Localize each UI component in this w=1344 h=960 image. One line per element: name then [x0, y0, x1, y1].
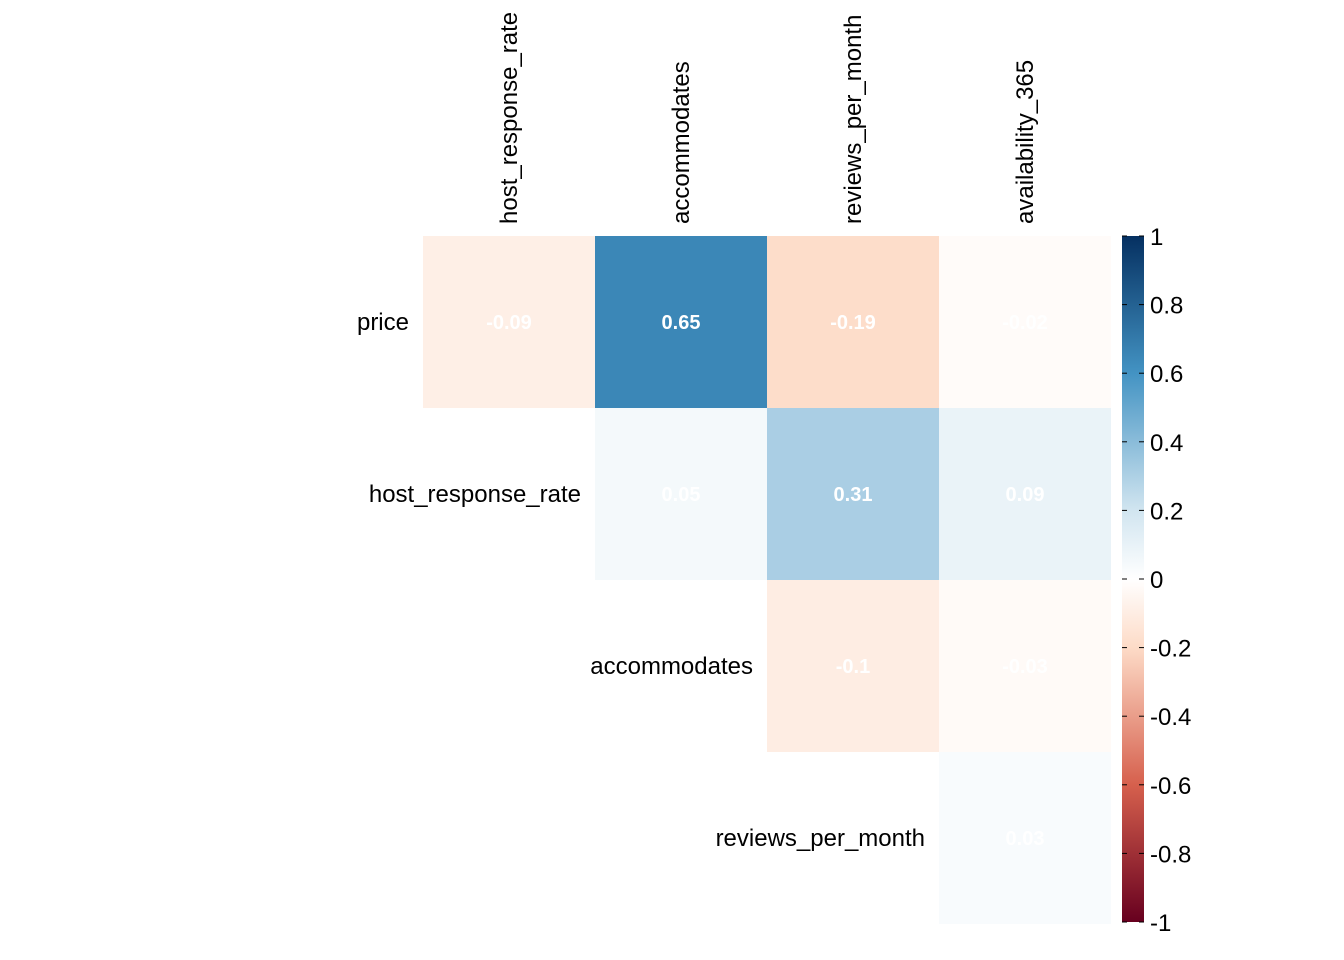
colorbar-tick-label: 0.8 — [1150, 293, 1183, 320]
row-label: host_response_rate — [369, 481, 581, 508]
colorbar-tick-label: -0.4 — [1150, 704, 1191, 731]
colorbar-tick-label: 0.6 — [1150, 361, 1183, 388]
cell-value-label: 0.31 — [834, 484, 873, 506]
heatmap-cell — [767, 408, 939, 580]
heatmap-cells: -0.09 0.65 -0.19 -0.02 0.05 0.31 0.09 -0.1 -0.03… — [423, 236, 1111, 924]
heatmap-cell — [767, 580, 939, 752]
colorbar-tick-label: -0.2 — [1150, 636, 1191, 663]
column-label: availability_365 — [1012, 60, 1039, 224]
row-labels: price host_response_rate accommodates revie… — [357, 309, 925, 852]
row-label: accommodates — [590, 653, 753, 680]
heatmap-cell — [767, 236, 939, 408]
colorbar-tick-label: -1 — [1150, 910, 1171, 937]
colorbar-tick-label: -0.8 — [1150, 841, 1191, 868]
colorbar-tick-label: 0.4 — [1150, 430, 1183, 457]
cell-value-label: -0.02 — [1002, 312, 1048, 334]
column-label: host_response_rate — [496, 12, 523, 224]
cell-value-label: -0.19 — [830, 312, 876, 334]
column-labels: host_response_rate accommodates reviews_pe… — [496, 12, 1039, 224]
heatmap-cell — [595, 408, 767, 580]
colorbar-tick-label: -0.6 — [1150, 773, 1191, 800]
cell-value-label: -0.09 — [486, 312, 532, 334]
heatmap-cell — [939, 752, 1111, 924]
row-label: price — [357, 309, 409, 336]
cell-value-label: 0.09 — [1006, 484, 1045, 506]
row-label: reviews_per_month — [716, 825, 925, 852]
colorbar-gradient — [1122, 236, 1144, 922]
column-label: reviews_per_month — [840, 15, 867, 224]
heatmap-cell — [939, 580, 1111, 752]
colorbar: 1 0.8 0.6 0.4 0.2 0 -0.2 -0.4 -0.6 -0.8 -1 — [1122, 224, 1191, 937]
cell-value-label: -0.03 — [1002, 656, 1048, 678]
cell-value-label: 0.03 — [1006, 828, 1045, 850]
colorbar-tick-label: 0 — [1150, 567, 1163, 594]
heatmap-cell — [423, 236, 595, 408]
cell-value-label: 0.05 — [662, 484, 701, 506]
column-label: accommodates — [668, 61, 695, 224]
heatmap-cell — [939, 236, 1111, 408]
colorbar-tick-label: 0.2 — [1150, 498, 1183, 525]
heatmap-cell — [939, 408, 1111, 580]
cell-value-label: 0.65 — [662, 312, 701, 334]
cell-value-label: -0.1 — [836, 656, 870, 678]
heatmap-cell — [595, 236, 767, 408]
colorbar-tick-label: 1 — [1150, 224, 1163, 251]
